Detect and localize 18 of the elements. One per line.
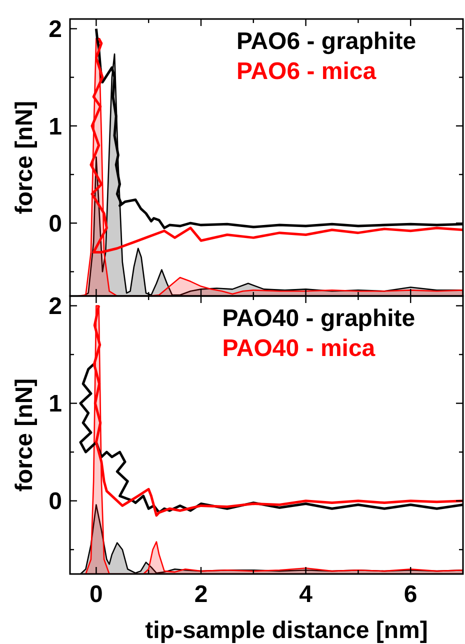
text: PAO40 - mica (222, 335, 376, 362)
y-tick-label: 1 (48, 390, 62, 418)
legend-label: PAO6 - graphite (236, 28, 416, 55)
x-tick-label: 6 (404, 581, 418, 608)
y-tick-label: 1 (48, 113, 62, 140)
text: PAO6 - mica (236, 58, 377, 85)
y-tick-label: 0 (48, 210, 62, 238)
y-axis-title: force [nN] (11, 100, 38, 214)
legend-label: PAO40 - graphite (222, 305, 416, 332)
x-tick-label: 2 (194, 581, 208, 608)
y-axis-title: force [nN] (11, 378, 38, 492)
y-tick-label: 2 (48, 16, 62, 44)
x-tick-label: 4 (299, 581, 314, 608)
line-series (92, 304, 463, 517)
y-tick-label: 0 (48, 488, 62, 516)
x-tick-label: 0 (90, 581, 103, 608)
y-tick-label: 2 (48, 293, 62, 320)
x-axis-title: tip-sample distance [nm] (145, 617, 428, 644)
